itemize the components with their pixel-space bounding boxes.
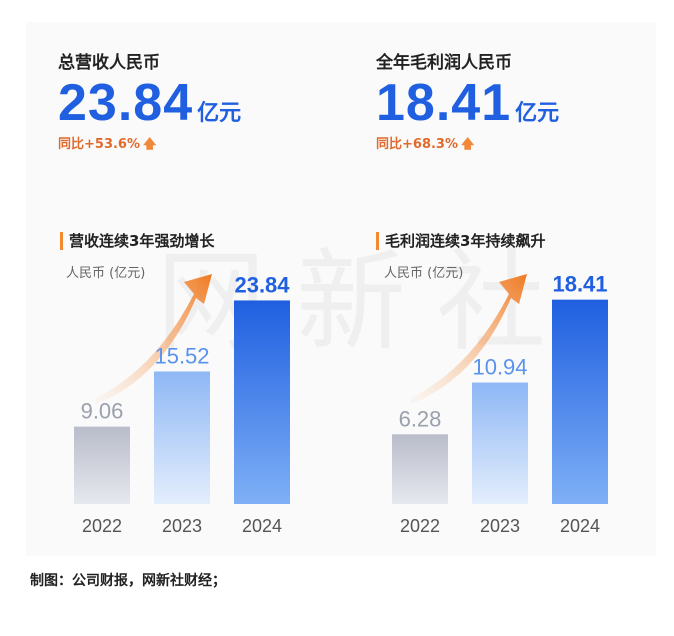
up-arrow-icon: 🡅 (143, 137, 157, 152)
chart-revenue-unit: 人民币 (亿元) (66, 266, 146, 281)
chart-profit-title: 毛利润连续3年持续飙升 (376, 232, 545, 250)
bar-2023 (472, 382, 528, 504)
bar-value-label: 23.84 (234, 272, 290, 297)
x-tick-label: 2023 (480, 516, 520, 536)
kpi-revenue-value: 23.84 (58, 74, 194, 132)
kpi-gross-profit-label: 全年毛利润人民币 (376, 53, 512, 73)
chart-profit-unit: 人民币 (亿元) (384, 266, 464, 281)
x-tick-label: 2022 (400, 516, 440, 536)
bar-value-label: 9.06 (81, 399, 124, 424)
kpi-revenue-unit: 亿元 (197, 101, 242, 126)
up-arrow-icon: 🡅 (461, 137, 475, 152)
kpi-revenue-label: 总营收人民币 (58, 53, 160, 73)
kpi-revenue: 总营收人民币 23.84 亿元 同比+53.6% 🡅 (58, 48, 241, 157)
chart-profit: 6.28 2022 10.94 2023 18.41 2024 (392, 272, 608, 536)
kpi-gross-profit: 全年毛利润人民币 18.41 亿元 同比+68.3% 🡅 (376, 48, 559, 157)
caption: 制图：公司财报，网新社财经； (30, 573, 226, 589)
x-tick-label: 2023 (162, 516, 202, 536)
bar-value-label: 6.28 (399, 406, 442, 431)
bar-2022 (74, 426, 130, 504)
kpi-gross-profit-value: 18.41 (376, 74, 512, 132)
kpi-gross-profit-yoy: 同比+68.3% (376, 137, 458, 152)
bar-2024 (234, 300, 290, 504)
chart-revenue: 9.06 2022 15.52 2023 23.84 2024 (74, 272, 290, 536)
x-tick-label: 2024 (560, 516, 600, 536)
kpi-revenue-yoy: 同比+53.6% (58, 137, 140, 152)
growth-arrow-icon (411, 274, 527, 404)
growth-arrow-icon (96, 274, 212, 404)
chart-revenue-title: 营收连续3年强劲增长 (60, 232, 214, 250)
bar-2024 (552, 299, 608, 504)
x-tick-label: 2022 (82, 516, 122, 536)
bar-value-label: 18.41 (552, 272, 607, 297)
bar-2022 (392, 434, 448, 504)
kpi-gross-profit-unit: 亿元 (515, 101, 560, 126)
bar-2023 (154, 371, 210, 504)
bar-value-label: 15.52 (154, 343, 209, 368)
x-tick-label: 2024 (242, 516, 282, 536)
bar-value-label: 10.94 (472, 355, 527, 380)
